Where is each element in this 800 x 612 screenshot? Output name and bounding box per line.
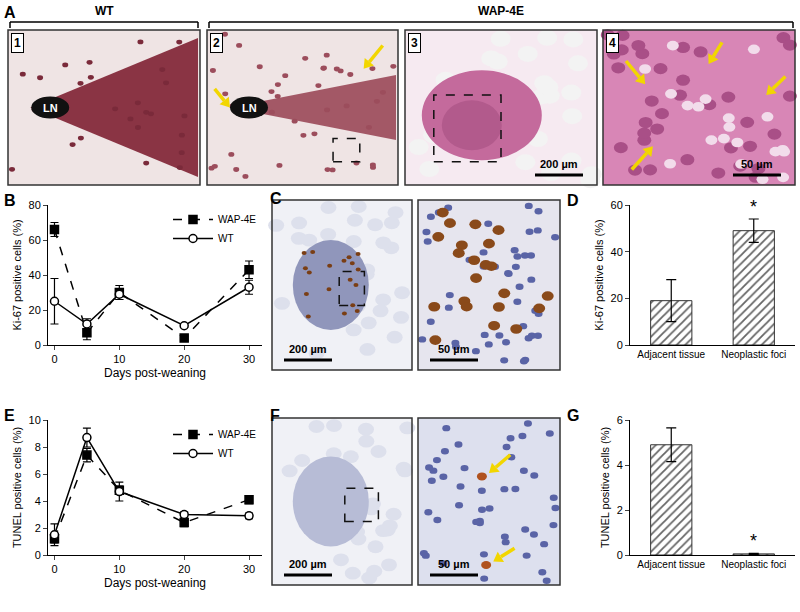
svg-text:*: * (750, 531, 757, 551)
svg-text:B: B (4, 192, 16, 209)
svg-text:20: 20 (178, 563, 190, 575)
svg-text:6: 6 (617, 414, 623, 426)
svg-text:20: 20 (29, 304, 41, 316)
svg-text:Days post-weaning: Days post-weaning (104, 576, 206, 590)
svg-text:50 µm: 50 µm (438, 558, 470, 570)
svg-text:F: F (270, 407, 280, 424)
svg-text:4: 4 (609, 36, 616, 50)
svg-text:WT: WT (95, 4, 114, 18)
svg-text:2: 2 (617, 504, 623, 516)
svg-text:Ki-67 positive cells (%): Ki-67 positive cells (%) (11, 219, 23, 330)
svg-text:0: 0 (51, 353, 57, 365)
svg-text:60: 60 (29, 234, 41, 246)
svg-text:10: 10 (29, 414, 41, 426)
svg-text:3: 3 (411, 36, 418, 50)
svg-text:WT: WT (218, 233, 234, 244)
svg-text:0: 0 (51, 563, 57, 575)
svg-text:LN: LN (43, 102, 58, 114)
svg-text:30: 30 (243, 353, 255, 365)
svg-text:30: 30 (243, 563, 255, 575)
svg-text:50 µm: 50 µm (438, 343, 470, 355)
svg-text:*: * (750, 197, 757, 217)
svg-text:Days post-weaning: Days post-weaning (104, 366, 206, 380)
svg-text:20: 20 (611, 292, 623, 304)
svg-text:2: 2 (35, 522, 41, 534)
svg-text:200 µm: 200 µm (289, 558, 327, 570)
svg-text:E: E (4, 407, 15, 424)
svg-text:TUNEL positive cells (%): TUNEL positive cells (%) (599, 427, 611, 548)
svg-text:8: 8 (35, 441, 41, 453)
svg-text:10: 10 (113, 563, 125, 575)
svg-text:G: G (567, 407, 579, 424)
svg-text:WAP-4E: WAP-4E (218, 214, 256, 225)
svg-text:C: C (270, 190, 282, 207)
svg-text:1: 1 (14, 36, 21, 50)
svg-text:0: 0 (35, 339, 41, 351)
svg-text:40: 40 (29, 269, 41, 281)
svg-text:WAP-4E: WAP-4E (218, 429, 256, 440)
svg-text:60: 60 (611, 199, 623, 211)
svg-text:TUNEL positive cells (%): TUNEL positive cells (%) (11, 427, 23, 548)
svg-text:WT: WT (218, 448, 234, 459)
svg-text:0: 0 (35, 549, 41, 561)
svg-text:0: 0 (617, 549, 623, 561)
svg-text:20: 20 (178, 353, 190, 365)
svg-text:Neoplastic foci: Neoplastic foci (721, 559, 786, 570)
svg-text:200 µm: 200 µm (289, 343, 327, 355)
svg-text:200 µm: 200 µm (540, 158, 578, 170)
svg-text:40: 40 (611, 246, 623, 258)
svg-text:10: 10 (113, 353, 125, 365)
svg-text:0: 0 (617, 339, 623, 351)
svg-text:D: D (567, 192, 579, 209)
svg-text:2: 2 (213, 36, 220, 50)
svg-text:4: 4 (617, 459, 623, 471)
svg-text:Adjacent tissue: Adjacent tissue (637, 349, 705, 360)
svg-text:Adjacent tissue: Adjacent tissue (637, 559, 705, 570)
svg-text:Ki-67 positive cells (%): Ki-67 positive cells (%) (593, 219, 605, 330)
svg-text:6: 6 (35, 468, 41, 480)
svg-text:WAP-4E: WAP-4E (478, 4, 524, 18)
svg-text:Neoplastic foci: Neoplastic foci (721, 349, 786, 360)
svg-text:50 µm: 50 µm (741, 158, 773, 170)
svg-text:80: 80 (29, 199, 41, 211)
svg-text:A: A (4, 4, 16, 21)
svg-text:4: 4 (35, 495, 41, 507)
svg-text:LN: LN (242, 102, 257, 114)
